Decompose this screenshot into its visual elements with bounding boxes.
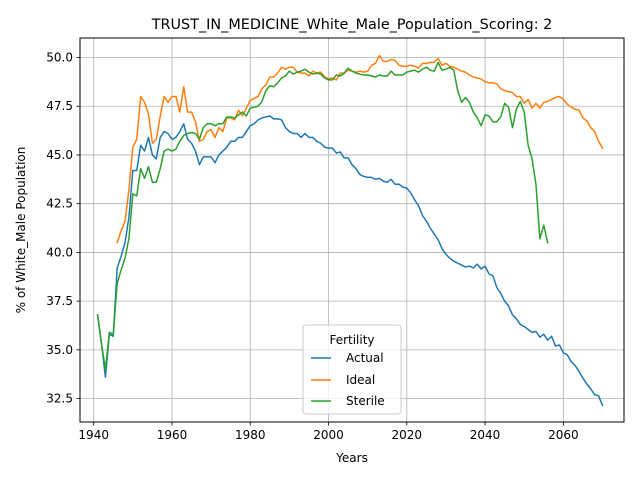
legend-title: Fertility <box>329 333 374 347</box>
y-tick-label: 42.5 <box>46 197 73 211</box>
y-tick-label: 50.0 <box>46 50 73 64</box>
y-tick-label: 40.0 <box>46 245 73 259</box>
legend-label-ideal: Ideal <box>346 373 375 387</box>
y-tick-label: 32.5 <box>46 392 73 406</box>
x-tick-label: 1980 <box>235 428 266 442</box>
chart-title: TRUST_IN_MEDICINE_White_Male_Population_… <box>151 17 553 33</box>
series-line-sterile <box>96 61 549 371</box>
x-axis-label: Years <box>335 451 368 465</box>
y-tick-label: 45.0 <box>46 148 73 162</box>
x-tick-label: 1960 <box>157 428 188 442</box>
y-axis-label: % of White_Male Population <box>14 147 28 314</box>
x-tick-label: 2000 <box>313 428 344 442</box>
y-tick-label: 37.5 <box>46 294 73 308</box>
x-tick-label: 2040 <box>470 428 501 442</box>
x-tick-label: 2060 <box>548 428 579 442</box>
y-tick-label: 47.5 <box>46 99 73 113</box>
x-tick-label: 2020 <box>392 428 423 442</box>
series-line-actual <box>96 115 604 407</box>
y-tick-label: 35.0 <box>46 343 73 357</box>
legend-box <box>302 324 402 415</box>
x-tick-label: 1940 <box>78 428 109 442</box>
series-line-ideal <box>116 54 604 244</box>
legend-label-sterile: Sterile <box>346 394 385 408</box>
legend-label-actual: Actual <box>346 351 384 365</box>
legend: Fertility Actual Ideal Sterile <box>302 324 402 415</box>
plot-frame <box>79 37 625 423</box>
series-layer <box>96 54 604 407</box>
axis-ticks: 1940 1960 1980 2000 2020 2040 2060 32.5 35.0 37.5… <box>46 50 578 442</box>
